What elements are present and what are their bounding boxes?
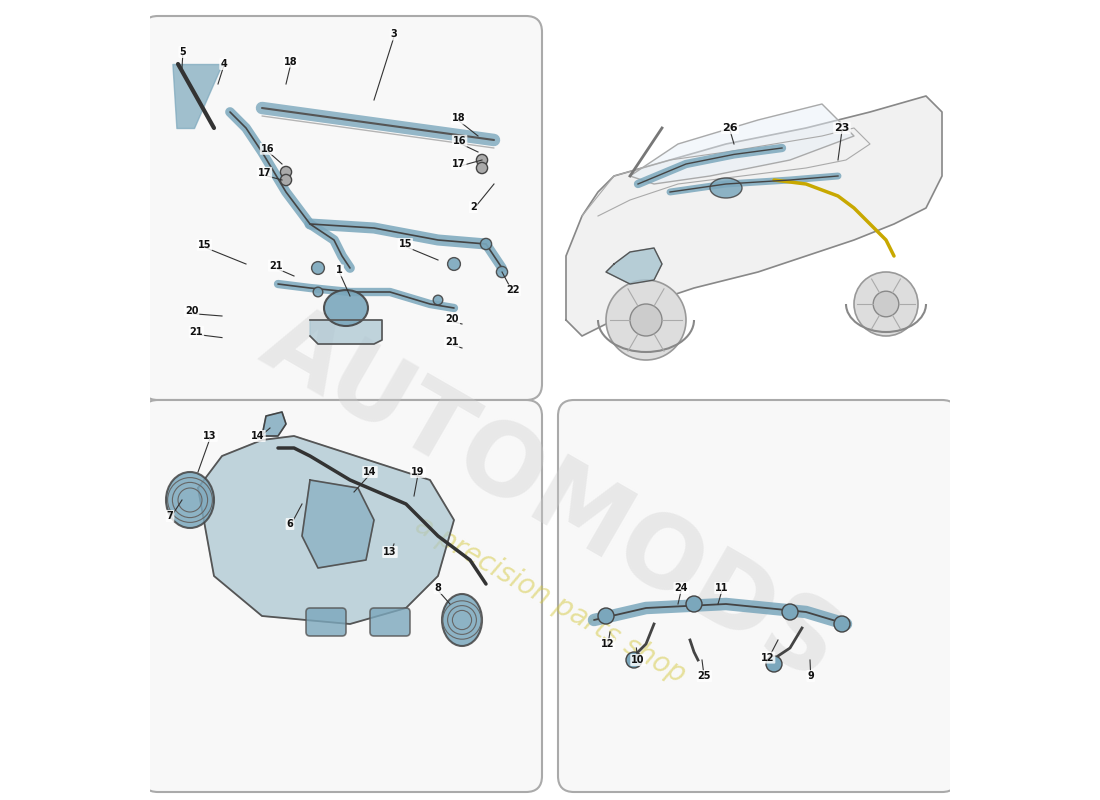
Text: 1: 1	[337, 266, 343, 275]
Circle shape	[433, 295, 443, 305]
Circle shape	[280, 166, 292, 178]
Text: 21: 21	[444, 338, 459, 347]
Circle shape	[766, 656, 782, 672]
Circle shape	[626, 652, 642, 668]
Circle shape	[606, 280, 686, 360]
Text: 15: 15	[398, 239, 412, 249]
Polygon shape	[606, 248, 662, 284]
Text: 19: 19	[411, 467, 425, 477]
Circle shape	[854, 272, 918, 336]
Text: 13: 13	[383, 547, 397, 557]
Ellipse shape	[166, 472, 214, 528]
Text: 12: 12	[761, 653, 774, 662]
Text: 24: 24	[674, 583, 688, 593]
Text: 21: 21	[268, 261, 283, 270]
Text: 5: 5	[179, 47, 186, 57]
Text: a precision parts shop: a precision parts shop	[409, 511, 691, 689]
FancyBboxPatch shape	[142, 400, 542, 792]
Text: 22: 22	[506, 286, 520, 295]
Text: 26: 26	[723, 123, 738, 133]
Text: 20: 20	[185, 306, 198, 316]
Text: 9: 9	[807, 671, 814, 681]
Ellipse shape	[710, 178, 742, 198]
Circle shape	[686, 596, 702, 612]
Text: 14: 14	[363, 467, 376, 477]
Text: 17: 17	[257, 168, 271, 178]
Text: 13: 13	[204, 431, 217, 441]
Text: 25: 25	[697, 671, 711, 681]
Circle shape	[598, 608, 614, 624]
Circle shape	[476, 162, 487, 174]
Text: 15: 15	[198, 240, 211, 250]
Text: 2: 2	[470, 202, 476, 212]
Text: 7: 7	[166, 511, 174, 521]
Text: 21: 21	[189, 327, 204, 337]
FancyBboxPatch shape	[370, 608, 410, 636]
Polygon shape	[262, 412, 286, 436]
Text: 11: 11	[715, 583, 728, 593]
Circle shape	[873, 291, 899, 317]
Text: 23: 23	[834, 123, 849, 133]
Circle shape	[496, 266, 507, 278]
Text: 18: 18	[452, 114, 465, 123]
FancyBboxPatch shape	[142, 16, 542, 400]
Text: 6: 6	[287, 519, 294, 529]
Text: 16: 16	[453, 136, 466, 146]
Circle shape	[834, 616, 850, 632]
Circle shape	[448, 258, 461, 270]
Polygon shape	[310, 320, 382, 344]
Polygon shape	[302, 480, 374, 568]
FancyBboxPatch shape	[558, 400, 958, 792]
Text: 20: 20	[446, 314, 459, 324]
Text: 8: 8	[434, 583, 441, 593]
Text: AUTOMODS: AUTOMODS	[245, 292, 855, 700]
Text: 3: 3	[390, 30, 397, 39]
Ellipse shape	[442, 594, 482, 646]
Circle shape	[311, 262, 324, 274]
Polygon shape	[566, 96, 942, 336]
Text: 12: 12	[601, 639, 614, 649]
Text: 17: 17	[452, 159, 465, 169]
Polygon shape	[630, 104, 854, 184]
Text: 10: 10	[631, 655, 645, 665]
Polygon shape	[198, 436, 454, 624]
Ellipse shape	[324, 290, 369, 326]
Circle shape	[481, 238, 492, 250]
Text: 4: 4	[220, 59, 227, 69]
Text: 14: 14	[251, 431, 265, 441]
Text: 16: 16	[261, 144, 274, 154]
Circle shape	[476, 154, 487, 166]
Text: 18: 18	[284, 57, 298, 66]
Circle shape	[782, 604, 797, 620]
Circle shape	[314, 287, 322, 297]
Circle shape	[630, 304, 662, 336]
Circle shape	[280, 174, 292, 186]
FancyBboxPatch shape	[306, 608, 346, 636]
